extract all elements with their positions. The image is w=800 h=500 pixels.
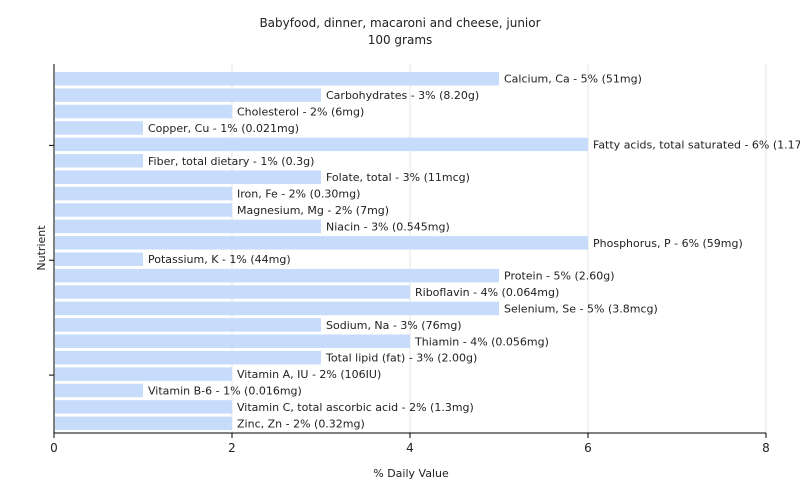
bar-label-2: Cholesterol - 2% (6mg) — [237, 106, 364, 119]
bar-label-10: Phosphorus, P - 6% (59mg) — [593, 237, 743, 250]
bar-3 — [55, 121, 143, 135]
bar-label-19: Vitamin B-6 - 1% (0.016mg) — [148, 385, 302, 398]
bar-label-15: Sodium, Na - 3% (76mg) — [326, 319, 462, 332]
bar-label-16: Thiamin - 4% (0.056mg) — [414, 335, 549, 348]
bars: Calcium, Ca - 5% (51mg) Carbohydrates - 3… — [55, 72, 800, 430]
bar-2 — [55, 104, 232, 119]
bar-11 — [55, 252, 143, 266]
bar-label-11: Potassium, K - 1% (44mg) — [148, 253, 291, 266]
bar-label-13: Riboflavin - 4% (0.064mg) — [415, 286, 559, 299]
bar-21 — [55, 416, 232, 431]
bar-label-5: Fiber, total dietary - 1% (0.3g) — [148, 155, 314, 168]
x-tick-label-0: 0 — [50, 441, 58, 455]
chart-title: Babyfood, dinner, macaroni and cheese, j… — [259, 16, 540, 30]
bar-9 — [55, 219, 321, 234]
bar-label-1: Carbohydrates - 3% (8.20g) — [326, 89, 479, 102]
chart-subtitle: 100 grams — [368, 33, 433, 47]
bar-0 — [55, 72, 499, 86]
bar-18 — [55, 367, 232, 381]
axes: 0 2 4 6 8 — [49, 64, 770, 455]
bar-label-20: Vitamin C, total ascorbic acid - 2% (1.3… — [237, 401, 474, 414]
bar-label-14: Selenium, Se - 5% (3.8mcg) — [504, 302, 658, 315]
bar-1 — [55, 88, 321, 102]
bar-10 — [55, 236, 588, 250]
x-tick-label-4: 4 — [406, 441, 414, 455]
bar-12 — [55, 268, 499, 283]
bar-label-8: Magnesium, Mg - 2% (7mg) — [237, 204, 389, 217]
x-tick-label-2: 2 — [228, 441, 236, 455]
x-tick-label-6: 6 — [584, 441, 592, 455]
bar-label-7: Iron, Fe - 2% (0.30mg) — [237, 188, 360, 201]
bar-label-0: Calcium, Ca - 5% (51mg) — [504, 73, 642, 86]
bar-17 — [55, 350, 321, 365]
bar-label-6: Folate, total - 3% (11mcg) — [326, 171, 470, 184]
bar-14 — [55, 301, 499, 316]
bar-13 — [55, 285, 410, 299]
bar-15 — [55, 318, 321, 332]
bar-4 — [55, 137, 588, 152]
bar-label-9: Niacin - 3% (0.545mg) — [326, 220, 450, 233]
bar-8 — [55, 203, 232, 217]
y-axis-label: Nutrient — [35, 225, 48, 271]
bar-label-12: Protein - 5% (2.60g) — [504, 270, 615, 283]
bar-label-4: Fatty acids, total saturated - 6% (1.175… — [593, 138, 800, 151]
x-axis-label: % Daily Value — [373, 467, 449, 480]
bar-6 — [55, 170, 321, 184]
bar-label-21: Zinc, Zn - 2% (0.32mg) — [237, 417, 365, 430]
bar-label-3: Copper, Cu - 1% (0.021mg) — [148, 122, 299, 135]
bar-label-17: Total lipid (fat) - 3% (2.00g) — [325, 352, 477, 365]
bar-16 — [55, 334, 410, 349]
bar-19 — [55, 383, 143, 398]
x-tick-label-8: 8 — [762, 441, 770, 455]
bar-label-18: Vitamin A, IU - 2% (106IU) — [237, 368, 381, 381]
bar-7 — [55, 186, 232, 201]
bar-20 — [55, 400, 232, 414]
bar-5 — [55, 154, 143, 168]
